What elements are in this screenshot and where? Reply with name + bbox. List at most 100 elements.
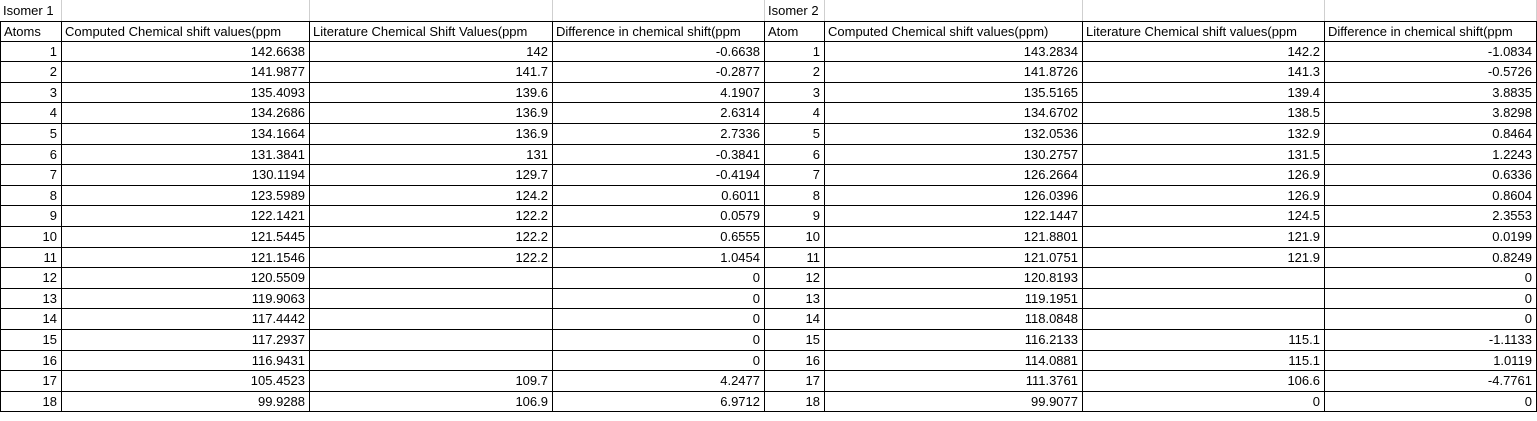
isomer1-literature-cell[interactable]: [310, 350, 553, 372]
isomer2-literature-cell[interactable]: 131.5: [1083, 144, 1325, 166]
isomer1-computed-cell[interactable]: 134.2686: [62, 103, 310, 124]
isomer2-difference-cell[interactable]: 0.8464: [1325, 123, 1537, 145]
isomer2-computed-cell[interactable]: 143.2834: [825, 41, 1083, 63]
isomer1-atom-cell[interactable]: 14: [0, 309, 62, 330]
isomer2-atom-cell[interactable]: 12: [765, 268, 825, 289]
isomer1-computed-cell[interactable]: 123.5989: [62, 185, 310, 207]
label-spacer-cell[interactable]: [310, 0, 553, 21]
isomer2-computed-cell[interactable]: 141.8726: [825, 62, 1083, 83]
isomer2-difference-cell[interactable]: 0: [1325, 268, 1537, 289]
isomer1-atom-cell[interactable]: 3: [0, 82, 62, 104]
isomer1-computed-cell[interactable]: 117.4442: [62, 309, 310, 330]
isomer2-difference-cell[interactable]: -0.5726: [1325, 62, 1537, 83]
label-spacer-cell[interactable]: [1083, 0, 1325, 21]
isomer1-atom-cell[interactable]: 8: [0, 185, 62, 207]
isomer1-literature-cell[interactable]: 106.9: [310, 391, 553, 413]
isomer1-computed-cell[interactable]: 141.9877: [62, 62, 310, 83]
isomer2-computed-cell[interactable]: 118.0848: [825, 309, 1083, 330]
isomer2-atom-cell[interactable]: 7: [765, 165, 825, 186]
isomer1-literature-cell[interactable]: [310, 268, 553, 289]
isomer1-difference-cell[interactable]: -0.3841: [553, 144, 765, 166]
isomer2-header-atom[interactable]: Atom: [765, 21, 825, 42]
isomer2-literature-cell[interactable]: 121.9: [1083, 247, 1325, 269]
isomer1-literature-cell[interactable]: 122.2: [310, 206, 553, 227]
isomer2-computed-cell[interactable]: 99.9077: [825, 391, 1083, 413]
isomer1-literature-cell[interactable]: 136.9: [310, 123, 553, 145]
isomer2-computed-cell[interactable]: 121.8801: [825, 226, 1083, 248]
isomer2-atom-cell[interactable]: 13: [765, 288, 825, 310]
isomer2-difference-cell[interactable]: 0: [1325, 309, 1537, 330]
isomer1-difference-cell[interactable]: 0.6011: [553, 185, 765, 207]
isomer2-literature-cell[interactable]: 142.2: [1083, 41, 1325, 63]
isomer2-computed-cell[interactable]: 134.6702: [825, 103, 1083, 124]
isomer2-computed-cell[interactable]: 111.3761: [825, 371, 1083, 392]
isomer1-atom-cell[interactable]: 4: [0, 103, 62, 124]
isomer1-computed-cell[interactable]: 119.9063: [62, 288, 310, 310]
isomer1-computed-cell[interactable]: 130.1194: [62, 165, 310, 186]
isomer2-literature-cell[interactable]: 124.5: [1083, 206, 1325, 227]
isomer2-header-computed[interactable]: Computed Chemical shift values(ppm): [825, 21, 1083, 42]
isomer1-atom-cell[interactable]: 6: [0, 144, 62, 166]
isomer2-difference-cell[interactable]: 0: [1325, 288, 1537, 310]
isomer1-difference-cell[interactable]: 0: [553, 288, 765, 310]
isomer1-header-literature[interactable]: Literature Chemical Shift Values(ppm: [310, 21, 553, 42]
isomer2-difference-cell[interactable]: 2.3553: [1325, 206, 1537, 227]
isomer1-atom-cell[interactable]: 9: [0, 206, 62, 227]
isomer2-difference-cell[interactable]: 3.8835: [1325, 82, 1537, 104]
label-spacer-cell[interactable]: [825, 0, 1083, 21]
isomer1-atom-cell[interactable]: 13: [0, 288, 62, 310]
isomer2-header-literature[interactable]: Literature Chemical shift values(ppm: [1083, 21, 1325, 42]
label-spacer-cell[interactable]: [62, 0, 310, 21]
isomer1-computed-cell[interactable]: 135.4093: [62, 82, 310, 104]
isomer1-atom-cell[interactable]: 10: [0, 226, 62, 248]
isomer1-difference-cell[interactable]: 0.0579: [553, 206, 765, 227]
isomer1-difference-cell[interactable]: 1.0454: [553, 247, 765, 269]
isomer1-literature-cell[interactable]: [310, 288, 553, 310]
isomer2-literature-cell[interactable]: 138.5: [1083, 103, 1325, 124]
isomer2-atom-cell[interactable]: 17: [765, 371, 825, 392]
isomer2-computed-cell[interactable]: 126.2664: [825, 165, 1083, 186]
isomer1-computed-cell[interactable]: 121.5445: [62, 226, 310, 248]
label-spacer-cell[interactable]: [1325, 0, 1537, 21]
isomer2-literature-cell[interactable]: 132.9: [1083, 123, 1325, 145]
isomer1-computed-cell[interactable]: 117.2937: [62, 329, 310, 351]
isomer1-header-atom[interactable]: Atoms: [0, 21, 62, 42]
isomer1-literature-cell[interactable]: [310, 309, 553, 330]
isomer1-difference-cell[interactable]: 0: [553, 350, 765, 372]
isomer2-literature-cell[interactable]: 115.1: [1083, 350, 1325, 372]
isomer1-difference-cell[interactable]: -0.6638: [553, 41, 765, 63]
isomer1-computed-cell[interactable]: 120.5509: [62, 268, 310, 289]
isomer1-header-computed[interactable]: Computed Chemical shift values(ppm: [62, 21, 310, 42]
isomer1-difference-cell[interactable]: 0: [553, 268, 765, 289]
label-spacer-cell[interactable]: [553, 0, 765, 21]
isomer1-literature-cell[interactable]: 109.7: [310, 371, 553, 392]
isomer2-computed-cell[interactable]: 121.0751: [825, 247, 1083, 269]
isomer1-atom-cell[interactable]: 16: [0, 350, 62, 372]
isomer1-computed-cell[interactable]: 116.9431: [62, 350, 310, 372]
isomer1-literature-cell[interactable]: [310, 329, 553, 351]
isomer1-literature-cell[interactable]: 124.2: [310, 185, 553, 207]
isomer1-difference-cell[interactable]: 4.1907: [553, 82, 765, 104]
isomer1-atom-cell[interactable]: 5: [0, 123, 62, 145]
isomer2-difference-cell[interactable]: 0.6336: [1325, 165, 1537, 186]
isomer1-literature-cell[interactable]: 129.7: [310, 165, 553, 186]
isomer2-difference-cell[interactable]: 0.8249: [1325, 247, 1537, 269]
isomer1-difference-cell[interactable]: -0.4194: [553, 165, 765, 186]
isomer1-atom-cell[interactable]: 12: [0, 268, 62, 289]
isomer2-atom-cell[interactable]: 4: [765, 103, 825, 124]
isomer2-difference-cell[interactable]: 0.8604: [1325, 185, 1537, 207]
isomer2-atom-cell[interactable]: 8: [765, 185, 825, 207]
isomer2-difference-cell[interactable]: -1.1133: [1325, 329, 1537, 351]
isomer1-computed-cell[interactable]: 122.1421: [62, 206, 310, 227]
isomer1-computed-cell[interactable]: 121.1546: [62, 247, 310, 269]
isomer2-difference-cell[interactable]: -1.0834: [1325, 41, 1537, 63]
isomer1-computed-cell[interactable]: 99.9288: [62, 391, 310, 413]
isomer2-difference-cell[interactable]: 0.0199: [1325, 226, 1537, 248]
isomer2-computed-cell[interactable]: 130.2757: [825, 144, 1083, 166]
isomer1-atom-cell[interactable]: 7: [0, 165, 62, 186]
isomer1-difference-cell[interactable]: 6.9712: [553, 391, 765, 413]
isomer1-difference-cell[interactable]: 0: [553, 309, 765, 330]
isomer2-computed-cell[interactable]: 126.0396: [825, 185, 1083, 207]
isomer1-label[interactable]: Isomer 1: [0, 0, 62, 21]
isomer2-label[interactable]: Isomer 2: [765, 0, 825, 21]
